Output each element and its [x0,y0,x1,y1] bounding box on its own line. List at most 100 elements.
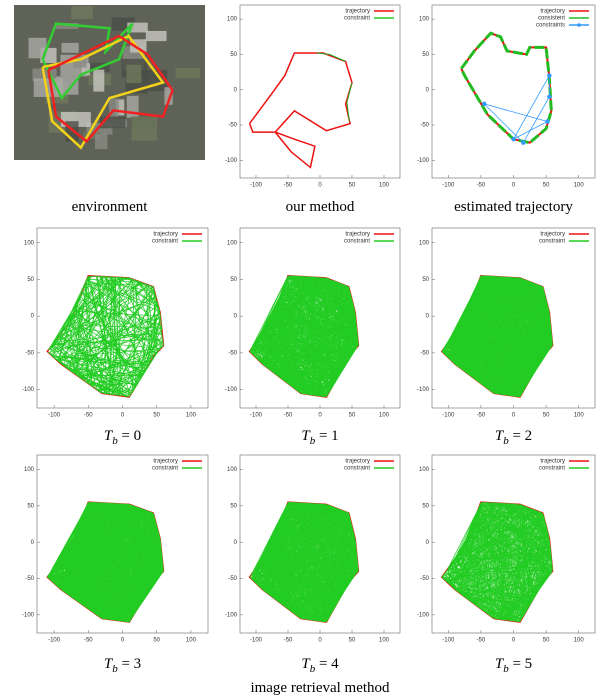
x-tick-label: -100 [442,183,455,189]
x-tick-label: 0 [512,638,516,644]
y-tick-label: 0 [426,87,430,93]
consistent [459,31,553,145]
constraint-point [511,136,516,142]
caption-symbol: T [495,428,505,444]
x-tick-label: 0 [318,413,322,419]
panel: Tb = 1 100 50 0 -50 -100 -100 -50 0 50 100 trajecto… [225,227,401,447]
building [28,37,47,59]
panel-caption: environment [72,199,149,215]
legend-label: trajectory [345,232,370,238]
panel-caption: Tb = 5 [495,656,532,675]
legend-label: trajectory [540,459,565,465]
x-tick-label: 50 [543,413,550,419]
x-tick-label: 50 [153,638,160,644]
legend-label: trajectory [345,9,370,15]
building [175,68,201,79]
caption-subscript: b [112,435,118,447]
y-tick-label: 50 [230,277,237,283]
building [126,95,139,118]
x-tick-label: 0 [318,638,322,644]
y-tick-label: -50 [228,350,237,356]
x-tick-label: -100 [250,183,263,189]
caption-text: = 0 [118,428,141,444]
figure-caption: image retrieval method [250,680,390,696]
building [164,87,173,105]
plot-frame [431,4,596,179]
panel: Tb = 5 100 50 0 -50 -100 -100 -50 0 50 100 trajecto… [417,454,596,675]
caption-text: = 1 [315,428,338,444]
panel: Tb = 4 100 50 0 -50 -100 -100 -50 0 50 100 trajecto… [225,454,401,675]
panel: our method 100 50 0 -50 -100 -100 -50 0 50 100 traj… [225,4,401,215]
x-tick-label: 100 [379,183,390,189]
x-tick-label: 100 [574,183,585,189]
panel: Tb = 0 100 50 0 -50 -100 -100 -50 0 50 100 trajecto… [22,227,209,447]
panel: estimated trajectory 100 50 0 -50 -100 -100 -50… [417,4,596,215]
caption-subscript: b [503,663,509,675]
x-tick-label: -50 [477,183,486,189]
legend-label: constraint [539,466,565,472]
x-tick-label: 100 [574,638,585,644]
constraint [316,52,346,62]
y-tick-label: -50 [420,350,429,356]
x-tick-label: 50 [543,183,550,189]
y-tick-label: -100 [417,612,430,618]
x-tick-label: 100 [379,413,390,419]
x-tick-label: 0 [121,638,125,644]
caption-symbol: T [495,656,505,672]
legend-label: constraint [344,466,370,472]
constraint-point [547,94,552,99]
legend-label: constraint [344,239,370,245]
y-tick-label: -50 [25,576,34,582]
constraint-point [521,140,526,145]
y-tick-label: 100 [227,17,238,23]
legend-label: constraints [536,23,565,29]
panel-caption: Tb = 3 [104,656,141,675]
constraints [513,121,548,140]
caption-text: = 3 [118,656,141,672]
y-tick-label: -100 [22,387,35,393]
x-tick-label: 100 [186,413,197,419]
panel-caption: Tb = 0 [104,428,141,447]
x-tick-label: -100 [442,638,455,644]
building [95,133,108,150]
caption-subscript: b [310,435,316,447]
constraints [484,103,548,122]
constraint [249,501,359,623]
legend-label: trajectory [540,232,565,238]
x-tick-label: -100 [48,638,61,644]
building [55,22,79,30]
y-tick-label: 0 [234,540,238,546]
constraint [47,275,164,398]
caption-text: = 4 [315,656,339,672]
y-tick-label: -50 [420,123,429,129]
caption-subscript: b [310,663,316,675]
building [61,42,79,53]
y-tick-label: 100 [227,467,238,473]
y-tick-label: 0 [31,314,35,320]
constraint [346,82,353,122]
y-tick-label: 100 [227,240,238,246]
caption-subscript: b [503,435,509,447]
x-tick-label: -100 [442,413,455,419]
trajectory [274,131,316,169]
building [115,99,125,116]
y-tick-label: 0 [234,87,238,93]
building [100,116,126,129]
panel-caption: Tb = 2 [495,428,532,447]
legend-label: trajectory [345,459,370,465]
legend-label: consistent [538,16,565,22]
constraint [441,275,553,398]
y-tick-label: -100 [225,612,238,618]
building [145,30,167,42]
building [126,64,142,84]
x-tick-label: -50 [477,413,486,419]
constraint [441,501,553,623]
x-tick-label: -50 [284,183,293,189]
y-tick-label: 50 [27,503,34,509]
constraints [522,96,550,143]
y-tick-label: -50 [228,576,237,582]
y-tick-label: -50 [420,576,429,582]
panel: environment [14,5,205,215]
y-tick-label: -100 [417,158,430,164]
